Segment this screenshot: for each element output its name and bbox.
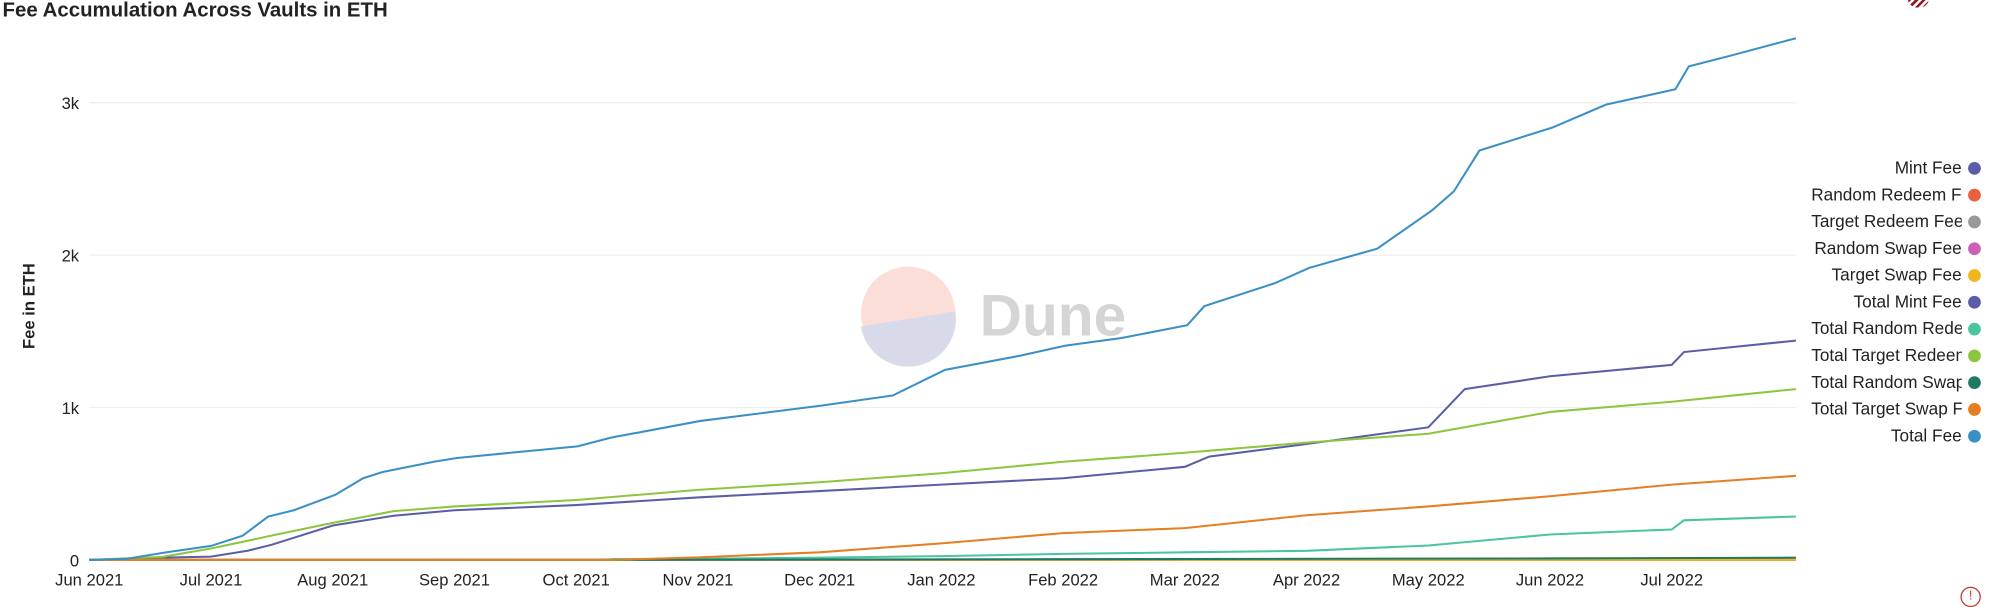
x-tick-label: Jul 2022 [1640, 570, 1703, 589]
series-line-total-target-redeem-fee[interactable] [89, 389, 1796, 560]
x-tick-label: Feb 2022 [1028, 570, 1098, 589]
legend-item[interactable]: Target Redeem Fee [1792, 208, 1981, 235]
x-tick-label: Oct 2021 [543, 570, 610, 589]
legend-item[interactable]: Total Target Swap Fee [1792, 395, 1981, 422]
legend-item[interactable]: Target Swap Fee [1792, 261, 1981, 288]
y-tick-label: 0 [70, 551, 79, 570]
legend-item[interactable]: Random Redeem Fee [1792, 181, 1981, 208]
y-tick-label: 1k [62, 399, 80, 418]
y-tick-label: 3k [62, 94, 80, 113]
x-tick-label: Jun 2021 [55, 570, 123, 589]
legend-label: Target Swap Fee [1832, 265, 1962, 284]
y-tick-label: 2k [62, 246, 80, 265]
legend-color-dot [1968, 242, 1981, 255]
x-tick-label: Jun 2022 [1516, 570, 1584, 589]
legend-item[interactable]: Total Target Redeem Fee [1792, 342, 1981, 369]
legend-label: Total Random Redeem Fee [1811, 319, 1962, 338]
legend-color-dot [1968, 376, 1981, 389]
x-tick-label: Sep 2021 [419, 570, 490, 589]
dune-watermark: Dune [861, 267, 1126, 367]
legend-color-dot [1968, 215, 1981, 228]
legend-label: Total Random Swap Fee [1811, 372, 1962, 391]
x-tick-label: Jul 2021 [180, 570, 243, 589]
info-icon[interactable]: ! [1960, 587, 1980, 607]
legend-label: Total Target Redeem Fee [1811, 346, 1962, 365]
legend-color-dot [1968, 322, 1981, 335]
x-tick-label: May 2022 [1392, 570, 1465, 589]
legend-label: Mint Fee [1895, 158, 1962, 177]
legend-color-dot [1968, 349, 1981, 362]
x-tick-label: Dec 2021 [784, 570, 855, 589]
y-axis-label: Fee in ETH [19, 263, 38, 349]
legend-label: Total Mint Fee [1854, 292, 1962, 311]
legend-label: Total Target Swap Fee [1811, 399, 1962, 418]
legend: Mint Fee Random Redeem Fee Target Redeem F… [1792, 154, 1981, 449]
legend-label: Random Swap Fee [1814, 239, 1961, 258]
legend-color-dot [1968, 402, 1981, 415]
x-tick-label: Mar 2022 [1150, 570, 1220, 589]
x-tick-label: Aug 2021 [297, 570, 368, 589]
legend-item[interactable]: Total Fee [1792, 422, 1981, 449]
legend-item[interactable]: Total Random Swap Fee [1792, 369, 1981, 396]
legend-color-dot [1968, 161, 1981, 174]
legend-label: Total Fee [1891, 426, 1962, 445]
legend-label: Random Redeem Fee [1811, 185, 1962, 204]
x-tick-label: Apr 2022 [1273, 570, 1340, 589]
legend-color-dot [1968, 188, 1981, 201]
watermark-text: Dune [980, 283, 1127, 348]
series-line-total-mint-fee[interactable] [89, 341, 1796, 560]
legend-item[interactable]: Total Random Redeem Fee [1792, 315, 1981, 342]
legend-item[interactable]: Random Swap Fee [1792, 235, 1981, 262]
x-tick-label: Nov 2021 [662, 570, 733, 589]
legend-color-dot [1968, 429, 1981, 442]
legend-color-dot [1968, 268, 1981, 281]
legend-label: Target Redeem Fee [1811, 212, 1962, 231]
legend-item[interactable]: Total Mint Fee [1792, 288, 1981, 315]
x-tick-label: Jan 2022 [907, 570, 975, 589]
legend-item[interactable]: Mint Fee [1792, 154, 1981, 181]
legend-color-dot [1968, 295, 1981, 308]
